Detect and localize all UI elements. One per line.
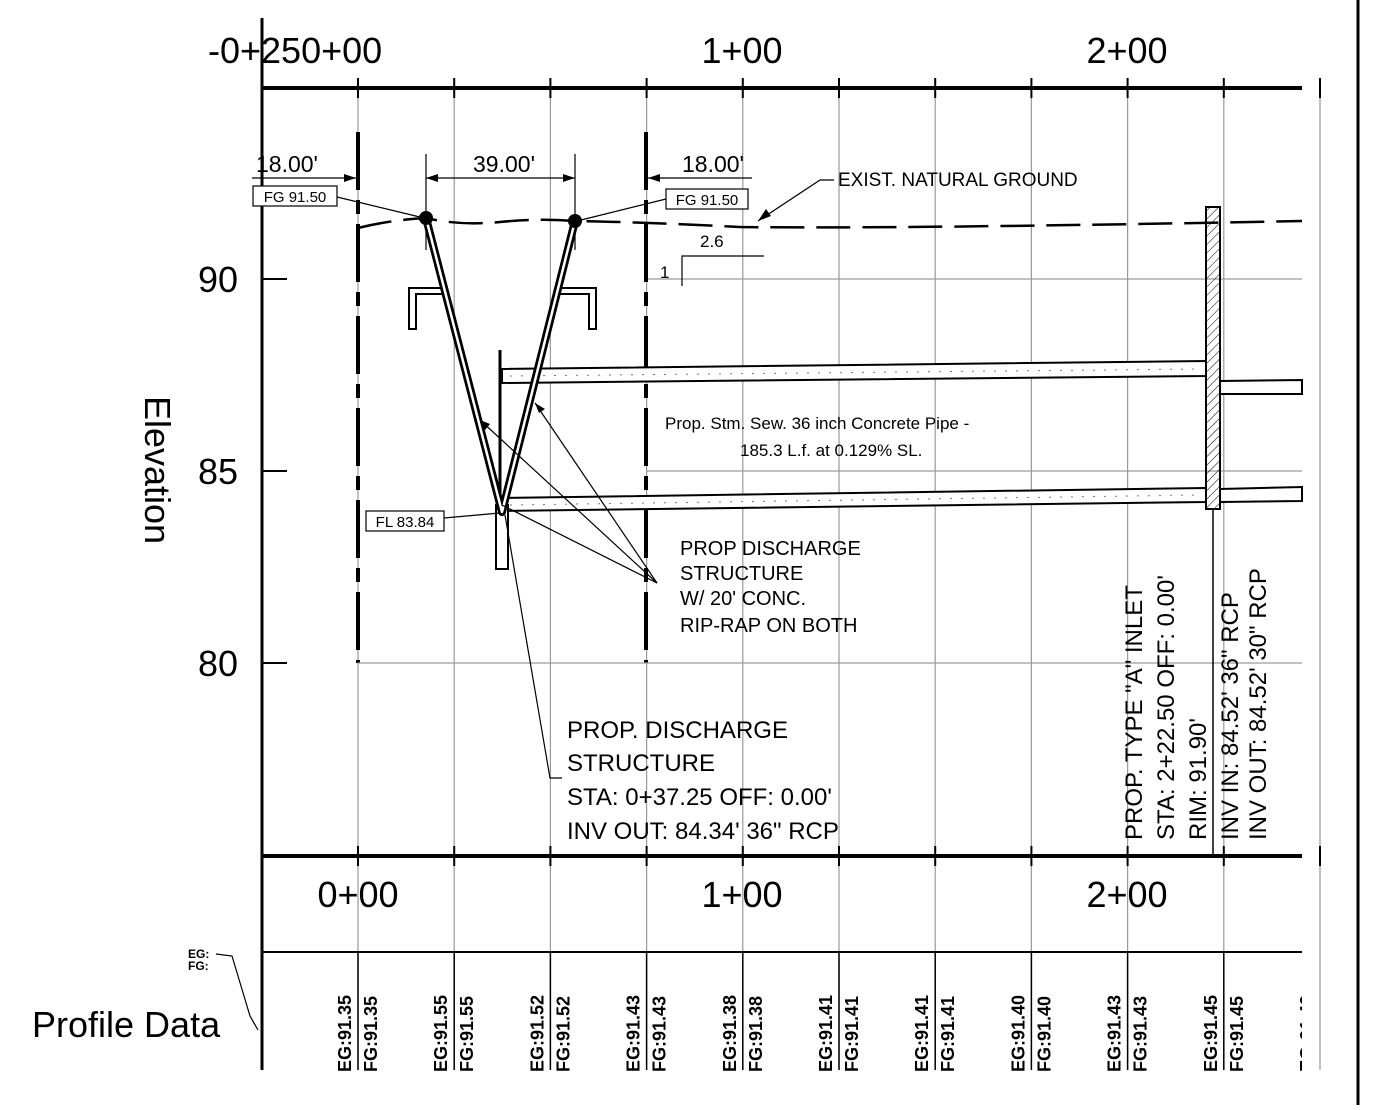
bottom-station-label: 1+00 bbox=[701, 874, 782, 915]
exist-ground-arrow bbox=[758, 209, 771, 221]
pipe-label-line2: 185.3 L.f. at 0.129% SL. bbox=[740, 441, 922, 460]
bottom-station-label: 2+00 bbox=[1086, 874, 1167, 915]
profile-eg-value: EG:91.49 bbox=[1297, 995, 1317, 1072]
profile-eg-value: EG:91.52 bbox=[527, 995, 547, 1072]
discharge-structure bbox=[495, 350, 509, 570]
discharge-note-2: STRUCTURE bbox=[680, 563, 803, 585]
top-station-label: 2+00 bbox=[1086, 30, 1167, 71]
inlet-note-1: PROP. TYPE "A" INLET bbox=[1121, 585, 1148, 840]
profile-fg-value: FG:91.41 bbox=[938, 996, 958, 1072]
profile-fg-value: FG:91.35 bbox=[361, 996, 381, 1072]
inlet-note-3: RIM: 91.90' bbox=[1185, 718, 1212, 840]
profile-fg-value: FG:91.45 bbox=[1227, 996, 1247, 1072]
discharge-structure-2: STRUCTURE bbox=[567, 750, 715, 777]
discharge-note-leaders bbox=[479, 402, 658, 584]
inlet-note-4: INV IN: 84.52' 36" RCP bbox=[1217, 592, 1244, 840]
fg-right-label: FG 91.50 bbox=[676, 192, 739, 209]
profile-data-label: Profile Data bbox=[32, 1004, 221, 1045]
existing-ground-line bbox=[357, 216, 1303, 230]
fg-point-right bbox=[568, 214, 582, 228]
elevation-axis-title: Elevation bbox=[137, 396, 178, 544]
discharge-note-4: RIP-RAP ON BOTH bbox=[680, 615, 857, 637]
pipe-label-line1: Prop. Stm. Sew. 36 inch Concrete Pipe - bbox=[665, 414, 969, 433]
legend-fg: FG: bbox=[188, 959, 209, 973]
bottom-station-label: 0+00 bbox=[317, 874, 398, 915]
profile-fg-value: FG:91.52 bbox=[553, 996, 573, 1072]
profile-eg-value: EG:91.38 bbox=[720, 995, 740, 1072]
inlet-note-5: INV OUT: 84.52' 30" RCP bbox=[1245, 568, 1272, 840]
elevation-tick-label: 90 bbox=[198, 259, 238, 300]
storm-pipe-upper bbox=[501, 359, 1303, 395]
discharge-note-3: W/ 20' CONC. bbox=[680, 588, 806, 610]
slope-rise: 1 bbox=[660, 263, 669, 282]
discharge-structure-3: STA: 0+37.25 OFF: 0.00' bbox=[567, 784, 832, 811]
elevation-tick-label: 80 bbox=[198, 643, 238, 684]
discharge-structure-1: PROP. DISCHARGE bbox=[567, 717, 788, 744]
storm-pipe-lower bbox=[501, 485, 1303, 513]
fl-leader bbox=[443, 512, 501, 519]
profile-fg-value: FG:91.55 bbox=[457, 996, 477, 1072]
dim-middle: 39.00' bbox=[473, 151, 535, 177]
slope-indicator bbox=[681, 255, 764, 286]
discharge-structure-leader bbox=[504, 514, 562, 779]
inlet-note: PROP. TYPE "A" INLET STA: 2+22.50 OFF: 0… bbox=[1121, 568, 1272, 840]
profile-fg-value: FG:91.41 bbox=[842, 996, 862, 1072]
left-headwall bbox=[408, 287, 446, 330]
profile-eg-value: EG:91.55 bbox=[431, 995, 451, 1072]
inlet-note-2: STA: 2+22.50 OFF: 0.00' bbox=[1153, 575, 1180, 840]
profile-frame bbox=[260, 18, 1302, 1070]
fg-right-leader bbox=[576, 198, 667, 222]
exist-ground-label: EXIST. NATURAL GROUND bbox=[838, 170, 1078, 191]
profile-eg-value: EG:91.43 bbox=[1105, 995, 1125, 1072]
fg-point-left bbox=[419, 211, 433, 225]
legend-eg: EG: bbox=[188, 947, 209, 961]
fg-left-label: FG 91.50 bbox=[264, 189, 327, 206]
dim-right: 18.00' bbox=[682, 151, 744, 177]
fl-box bbox=[365, 510, 445, 532]
top-station-label: -0+250+00 bbox=[208, 30, 382, 71]
elevation-ticks bbox=[262, 278, 287, 664]
right-headwall bbox=[559, 287, 597, 330]
profile-eg-value: EG:91.35 bbox=[335, 995, 355, 1072]
discharge-note-1: PROP DISCHARGE bbox=[680, 538, 861, 560]
profile-data-band: EG:91.35 FG:91.35 EG:91.55 FG:91.55 EG:91.52… bbox=[335, 952, 1343, 1072]
right-of-way-lines bbox=[356, 132, 648, 663]
profile-fg-value: FG:91.43 bbox=[650, 996, 670, 1072]
profile-fg-value: FG:91.43 bbox=[1131, 996, 1151, 1072]
type-a-inlet bbox=[1205, 206, 1221, 510]
fl-label: FL 83.84 bbox=[376, 514, 435, 531]
discharge-structure-4: INV OUT: 84.34' 36" RCP bbox=[567, 818, 839, 845]
dim-left: 18.00' bbox=[256, 151, 318, 177]
slope-run: 2.6 bbox=[700, 232, 724, 251]
station-ticks bbox=[357, 78, 1321, 866]
elevation-tick-label: 85 bbox=[198, 451, 238, 492]
profile-fg-value: FG:91.49 bbox=[1323, 996, 1343, 1072]
profile-fg-value: FG:91.38 bbox=[746, 996, 766, 1072]
profile-eg-value: EG:91.40 bbox=[1008, 995, 1028, 1072]
dimension-lines bbox=[252, 154, 752, 250]
profile-legend-leader bbox=[215, 953, 259, 1031]
top-station-label: 1+00 bbox=[701, 30, 782, 71]
profile-eg-value: EG:91.41 bbox=[816, 995, 836, 1072]
fg-left-leader bbox=[336, 196, 425, 219]
profile-fg-value: FG:91.40 bbox=[1034, 996, 1054, 1072]
profile-eg-value: EG:91.45 bbox=[1201, 995, 1221, 1072]
profile-eg-value: EG:91.43 bbox=[624, 995, 644, 1072]
exist-ground-leader bbox=[757, 179, 834, 222]
profile-eg-value: EG:91.41 bbox=[912, 995, 932, 1072]
rip-rap-v bbox=[422, 216, 579, 516]
fg-left-box bbox=[252, 185, 338, 207]
